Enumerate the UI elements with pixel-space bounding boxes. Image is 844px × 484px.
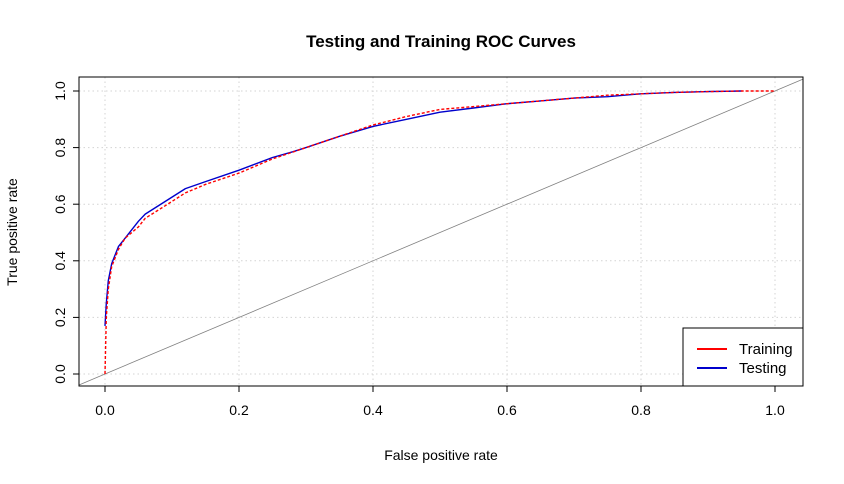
series-line-training bbox=[104, 90, 775, 375]
legend-box bbox=[682, 327, 804, 387]
chart-title: Testing and Training ROC Curves bbox=[306, 32, 576, 51]
legend: Training Testing bbox=[682, 327, 804, 387]
y-tick-label: 1.0 bbox=[52, 81, 68, 101]
grid bbox=[79, 77, 803, 386]
x-tick-label: 0.6 bbox=[497, 402, 517, 418]
x-axis: 0.0 0.2 0.4 0.6 0.8 1.0 bbox=[95, 386, 785, 418]
x-tick-label: 0.0 bbox=[95, 402, 115, 418]
y-axis: 0.0 0.2 0.4 0.6 0.8 1.0 bbox=[52, 81, 79, 384]
x-tick-label: 0.2 bbox=[229, 402, 249, 418]
x-axis-title: False positive rate bbox=[384, 447, 498, 463]
y-tick-label: 0.6 bbox=[52, 194, 68, 214]
y-tick-label: 0.8 bbox=[52, 138, 68, 158]
y-tick-label: 0.0 bbox=[52, 364, 68, 384]
reference-diagonal bbox=[78, 78, 804, 386]
series-layer bbox=[104, 90, 775, 375]
x-tick-label: 1.0 bbox=[765, 402, 785, 418]
legend-label-testing: Testing bbox=[739, 360, 787, 377]
legend-label-training: Training bbox=[739, 341, 793, 358]
x-tick-label: 0.8 bbox=[631, 402, 651, 418]
plot-frame bbox=[78, 76, 804, 387]
series-line-testing bbox=[104, 90, 742, 326]
x-tick-label: 0.4 bbox=[363, 402, 383, 418]
y-tick-label: 0.2 bbox=[52, 307, 68, 327]
y-tick-label: 0.4 bbox=[52, 251, 68, 271]
y-axis-title: True positive rate bbox=[4, 178, 20, 286]
